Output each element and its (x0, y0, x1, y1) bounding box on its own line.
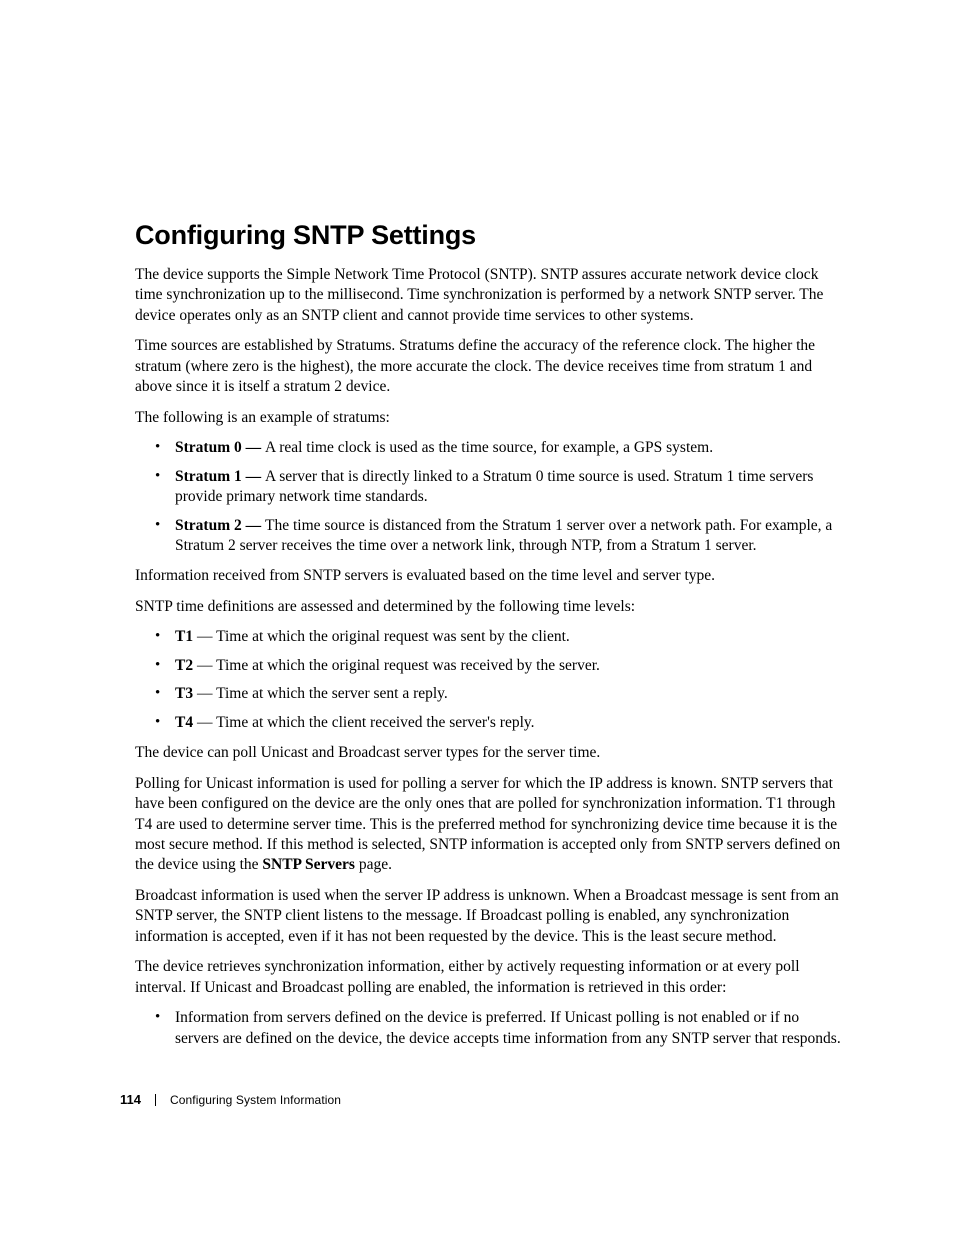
list-item: Stratum 1 — A server that is directly li… (175, 467, 846, 508)
item-text: The time source is distanced from the St… (175, 517, 832, 554)
page-number: 114 (120, 1092, 141, 1107)
paragraph: The device supports the Simple Network T… (135, 265, 846, 326)
item-text: Time at which the server sent a reply. (216, 685, 448, 702)
item-label: Stratum 2 — (175, 517, 265, 534)
item-label: T3 (175, 685, 193, 702)
timelevel-list: T1 — Time at which the original request … (135, 627, 846, 733)
paragraph: The device retrieves synchronization inf… (135, 957, 846, 998)
order-list: Information from servers defined on the … (135, 1008, 846, 1049)
page-heading: Configuring SNTP Settings (135, 220, 846, 251)
item-sep: — (193, 628, 216, 645)
item-text: A server that is directly linked to a St… (175, 468, 813, 505)
item-sep: — (193, 714, 216, 731)
item-sep: — (193, 685, 216, 702)
footer-divider (155, 1094, 156, 1106)
list-item: Stratum 2 — The time source is distanced… (175, 516, 846, 557)
paragraph: Time sources are established by Stratums… (135, 336, 846, 397)
list-item: T2 — Time at which the original request … (175, 656, 846, 676)
paragraph: Information received from SNTP servers i… (135, 566, 846, 586)
item-text: Time at which the original request was r… (216, 657, 600, 674)
item-text: Time at which the client received the se… (216, 714, 534, 731)
item-label: T4 (175, 714, 193, 731)
inline-bold: SNTP Servers (262, 856, 355, 873)
item-label: Stratum 0 — (175, 439, 265, 456)
list-item: T4 — Time at which the client received t… (175, 713, 846, 733)
paragraph-span: page. (355, 856, 392, 873)
item-sep: — (193, 657, 216, 674)
item-label: Stratum 1 — (175, 468, 265, 485)
paragraph: The device can poll Unicast and Broadcas… (135, 743, 846, 763)
item-label: T1 (175, 628, 193, 645)
paragraph-span: Polling for Unicast information is used … (135, 775, 840, 874)
paragraph: Broadcast information is used when the s… (135, 886, 846, 947)
paragraph: Polling for Unicast information is used … (135, 774, 846, 876)
list-item: Stratum 0 — A real time clock is used as… (175, 438, 846, 458)
paragraph: SNTP time definitions are assessed and d… (135, 597, 846, 617)
document-page: Configuring SNTP Settings The device sup… (0, 0, 954, 1235)
item-text: A real time clock is used as the time so… (265, 439, 713, 456)
list-item: Information from servers defined on the … (175, 1008, 846, 1049)
page-footer: 114 Configuring System Information (120, 1092, 341, 1107)
item-text: Information from servers defined on the … (175, 1009, 841, 1046)
item-text: Time at which the original request was s… (216, 628, 570, 645)
paragraph: The following is an example of stratums: (135, 408, 846, 428)
item-label: T2 (175, 657, 193, 674)
list-item: T1 — Time at which the original request … (175, 627, 846, 647)
list-item: T3 — Time at which the server sent a rep… (175, 684, 846, 704)
stratum-list: Stratum 0 — A real time clock is used as… (135, 438, 846, 556)
footer-section-title: Configuring System Information (170, 1093, 341, 1107)
